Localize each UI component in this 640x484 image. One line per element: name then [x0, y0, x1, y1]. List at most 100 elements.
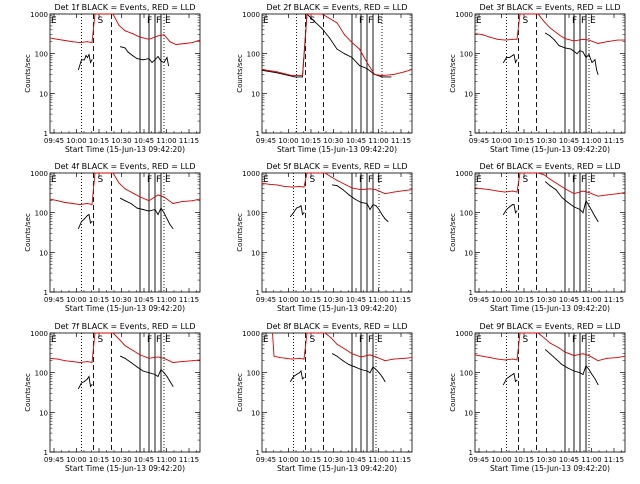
x-tick-label: 11:15 [391, 456, 411, 464]
x-tick-label: 10:15 [301, 296, 321, 304]
events-data-point [166, 376, 168, 377]
events-data-point [582, 374, 584, 375]
events-data-point [509, 376, 510, 377]
events-data-point [124, 200, 126, 202]
lld-data-point [351, 42, 353, 44]
y-tick-label: 10 [251, 90, 260, 98]
events-data-point [166, 57, 168, 58]
lld-data-point [261, 69, 263, 70]
events-data-point [294, 76, 296, 78]
x-tick-label: 11:00 [156, 296, 176, 304]
lld-data-point [366, 62, 368, 63]
lld-data-point [157, 194, 159, 196]
x-tick-label: 10:30 [323, 137, 343, 145]
events-data-point [303, 377, 305, 379]
y-axis-label: Counts/sec [236, 213, 244, 252]
events-series-line [290, 204, 305, 217]
lld-data-point [91, 204, 93, 206]
lld-data-point [606, 41, 608, 43]
events-data-point [336, 355, 338, 357]
lld-data-point [87, 41, 88, 43]
events-series-line [503, 53, 518, 64]
lld-data-point [64, 360, 66, 362]
marker-label: F [581, 16, 586, 26]
events-data-point [597, 221, 599, 222]
y-tick-label: 10 [39, 249, 48, 257]
lld-data-point [276, 71, 278, 73]
events-data-point [558, 45, 560, 47]
lld-data-point [72, 203, 73, 204]
y-axis-label: Counts/sec [236, 54, 244, 93]
lld-data-point [118, 182, 120, 184]
y-tick-label: 1000 [242, 330, 260, 338]
events-data-point [157, 376, 159, 377]
events-data-point [564, 47, 566, 49]
events-data-point [573, 370, 575, 372]
lld-data-point [133, 193, 135, 195]
lld-data-point [192, 360, 193, 362]
lld-data-point [624, 39, 626, 41]
marker-label: E [51, 16, 57, 26]
lld-data-point [324, 332, 326, 334]
lld-data-point [404, 71, 405, 73]
x-tick-label: 10:15 [89, 456, 109, 464]
lld-data-point [582, 353, 584, 355]
lld-data-point [558, 184, 560, 186]
lld-data-point [497, 38, 498, 40]
lld-data-point [148, 200, 150, 202]
events-data-point [120, 197, 121, 199]
x-tick-label: 10:30 [536, 296, 556, 304]
events-data-point [169, 381, 171, 382]
events-data-point [87, 57, 88, 58]
marker-label: F [359, 16, 364, 26]
x-tick-label: 11:15 [391, 137, 411, 145]
lld-data-point [181, 361, 183, 363]
events-data-point [512, 374, 513, 375]
marker-label: F [147, 335, 152, 345]
events-data-point [142, 209, 144, 210]
x-tick-label: 11:00 [581, 456, 601, 464]
events-data-point [336, 48, 338, 50]
events-data-point [124, 357, 126, 359]
events-data-point [381, 214, 383, 215]
x-tick-label: 11:00 [581, 137, 601, 145]
x-tick-label: 10:00 [278, 296, 298, 304]
events-data-point [296, 374, 297, 375]
events-data-point [378, 372, 380, 374]
x-tick-label: 10:45 [346, 296, 366, 304]
y-tick-label: 10 [464, 249, 473, 257]
events-data-point [136, 366, 138, 368]
marker-label: E [590, 335, 596, 345]
lld-data-point [393, 358, 395, 360]
lld-data-point [112, 332, 114, 334]
x-axis-label: Start Time (15-Jun-13 09:42:20) [65, 464, 185, 473]
lld-data-point [299, 185, 300, 187]
lld-data-point [393, 191, 395, 193]
marker-label: S [310, 16, 316, 26]
lld-data-point [489, 189, 491, 191]
events-data-point [375, 205, 377, 207]
marker-label: F [359, 175, 364, 185]
marker-label: E [377, 175, 383, 185]
events-data-point [369, 372, 371, 374]
events-data-point [78, 228, 79, 229]
events-data-point [81, 59, 82, 61]
events-data-point [381, 76, 383, 78]
events-data-point [160, 369, 162, 370]
events-data-point [172, 385, 174, 387]
plot-frame [474, 172, 626, 293]
events-data-point [503, 384, 504, 386]
lld-data-point [49, 198, 51, 200]
events-data-point [596, 69, 597, 70]
lld-data-point [474, 187, 476, 189]
lld-data-point [549, 342, 551, 344]
panel-title: Det 6f BLACK = Events, RED = LLD [479, 162, 620, 171]
events-data-point [332, 353, 333, 355]
marker-label: F [368, 175, 373, 185]
plot-frame [474, 332, 626, 453]
events-data-point [336, 185, 338, 187]
events-data-point [84, 59, 85, 61]
plot-frame [49, 13, 201, 134]
lld-data-point [87, 203, 88, 204]
x-axis-label: Start Time (15-Jun-13 09:42:20) [65, 304, 185, 313]
